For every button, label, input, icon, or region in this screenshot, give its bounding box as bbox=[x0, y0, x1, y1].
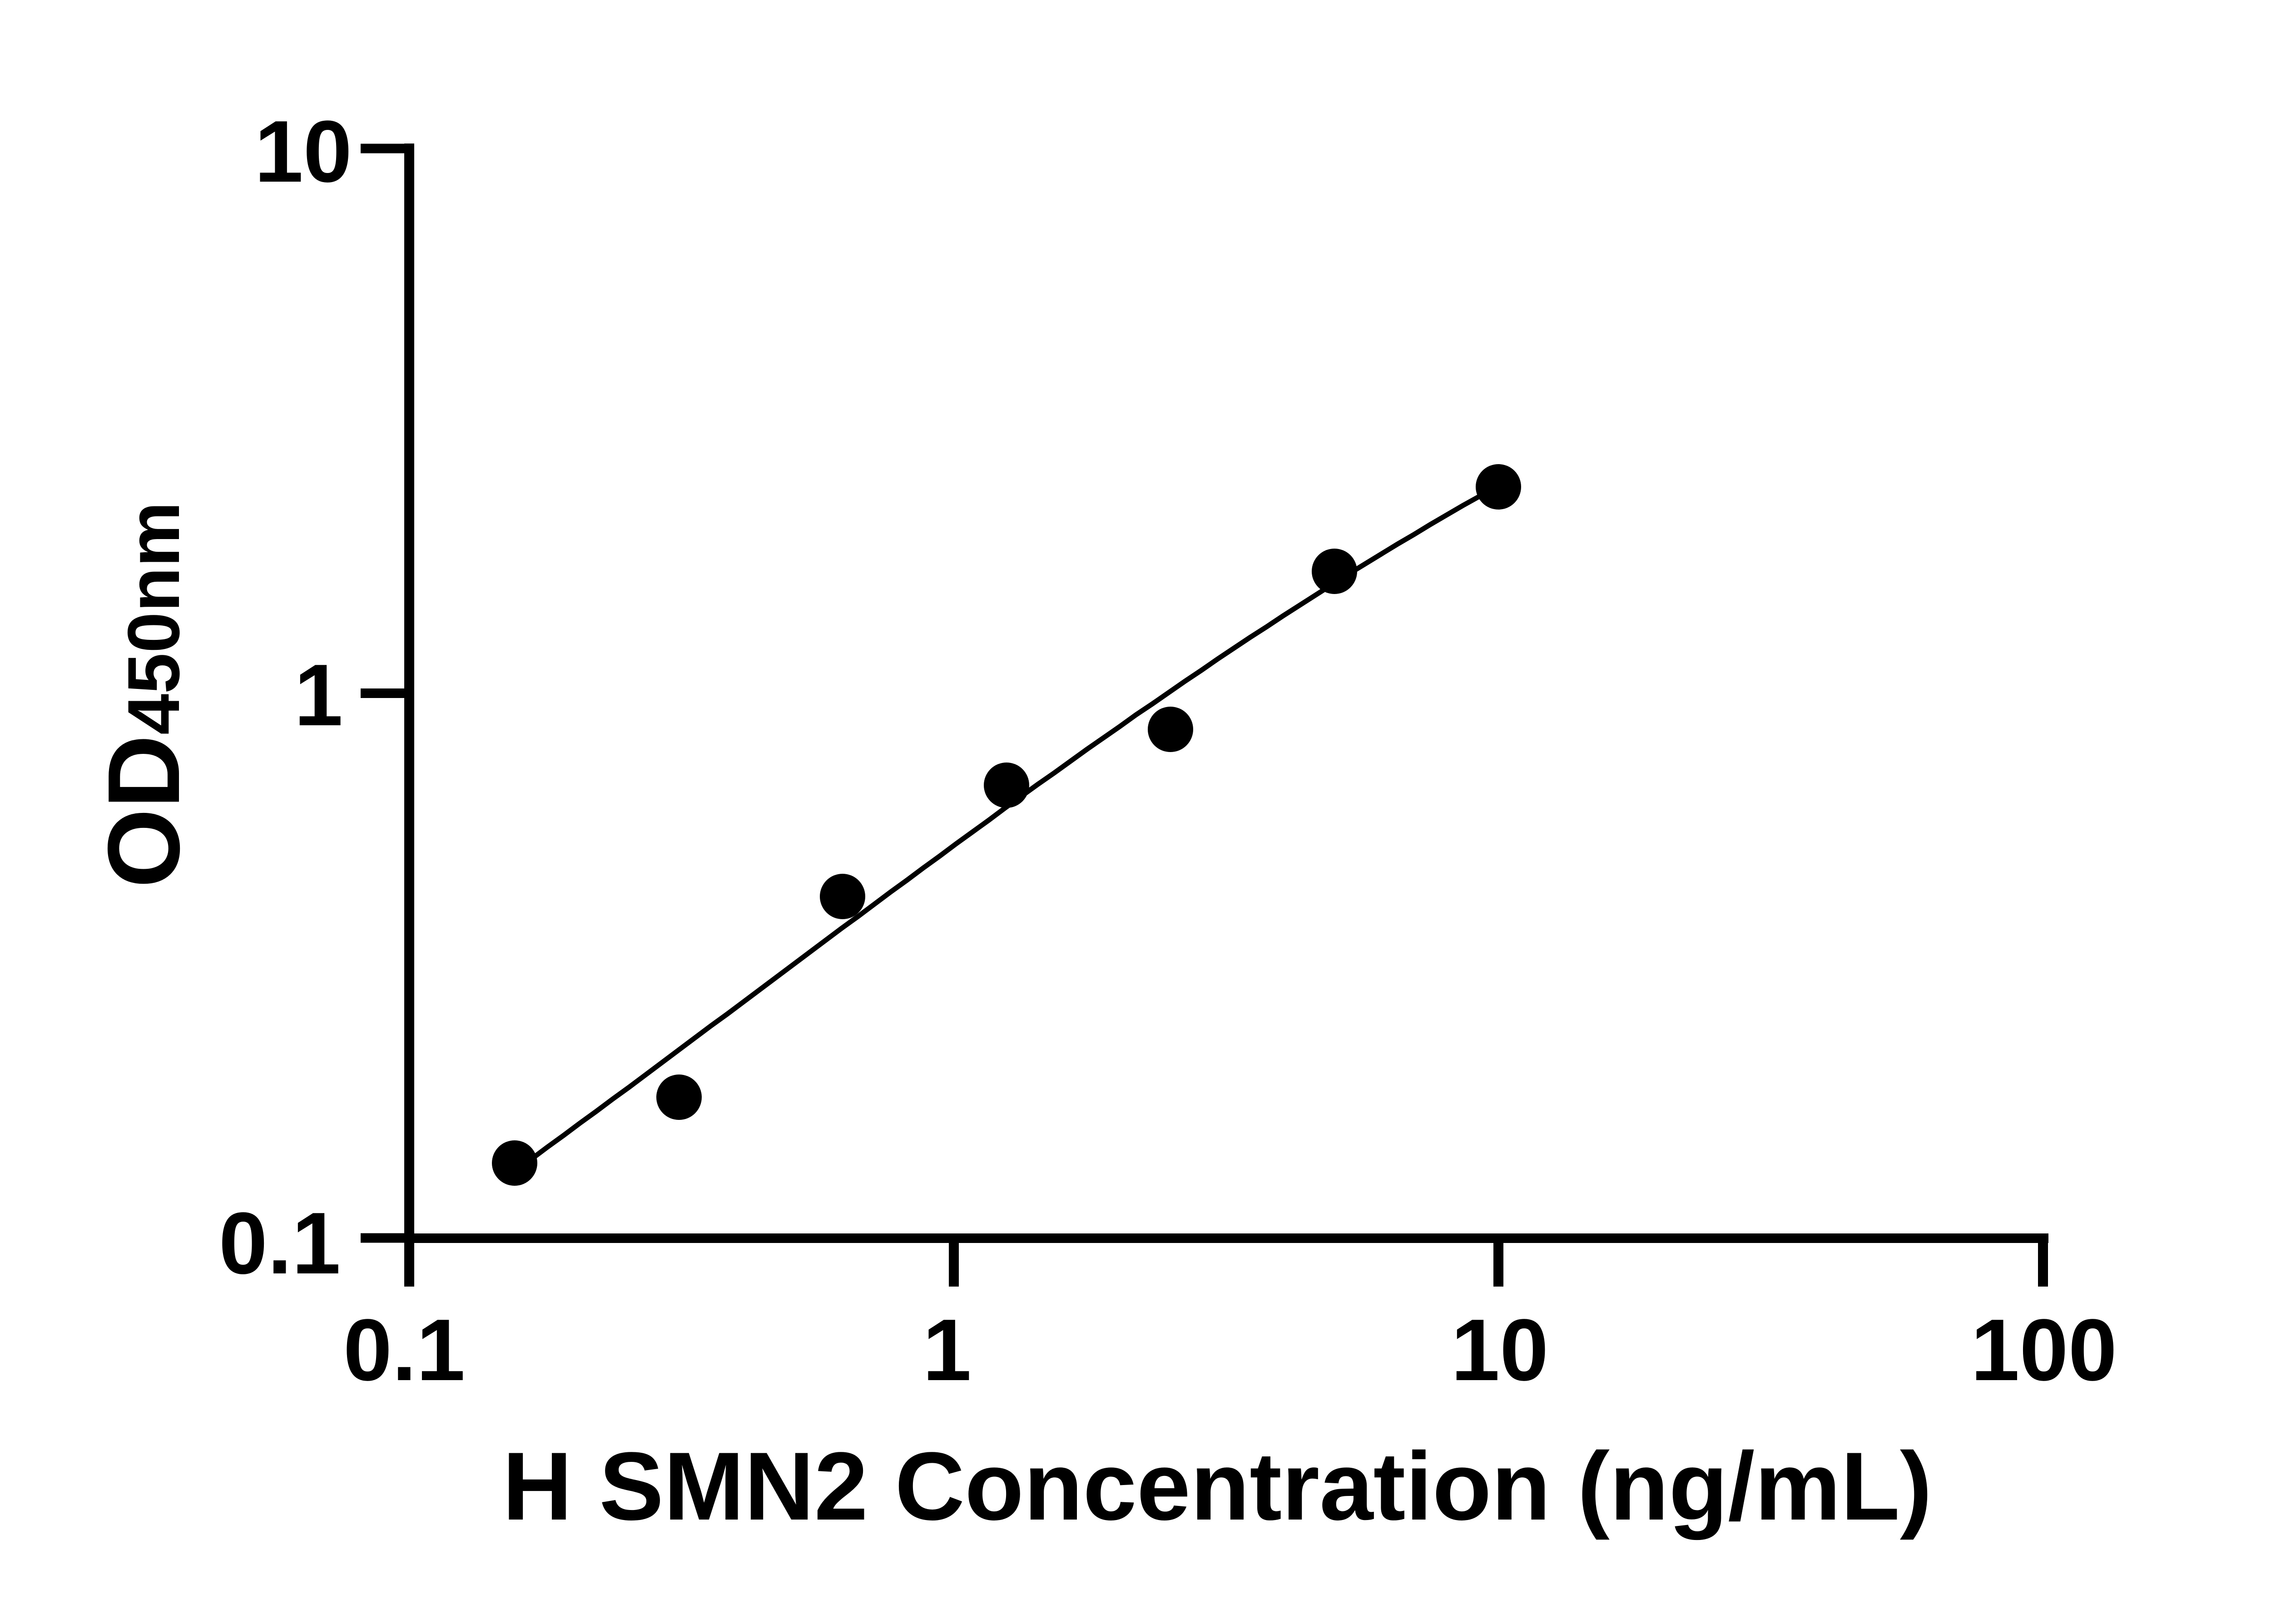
svg-text:10: 10 bbox=[1451, 1301, 1549, 1399]
svg-text:H SMN2 Concentration (ng/mL): H SMN2 Concentration (ng/mL) bbox=[502, 1432, 1932, 1540]
svg-text:0.1: 0.1 bbox=[219, 1194, 341, 1292]
svg-text:0.1: 0.1 bbox=[343, 1301, 465, 1399]
svg-text:1: 1 bbox=[922, 1301, 971, 1399]
svg-text:10: 10 bbox=[254, 102, 352, 200]
svg-text:1: 1 bbox=[294, 646, 343, 744]
svg-text:100: 100 bbox=[1971, 1301, 2117, 1399]
